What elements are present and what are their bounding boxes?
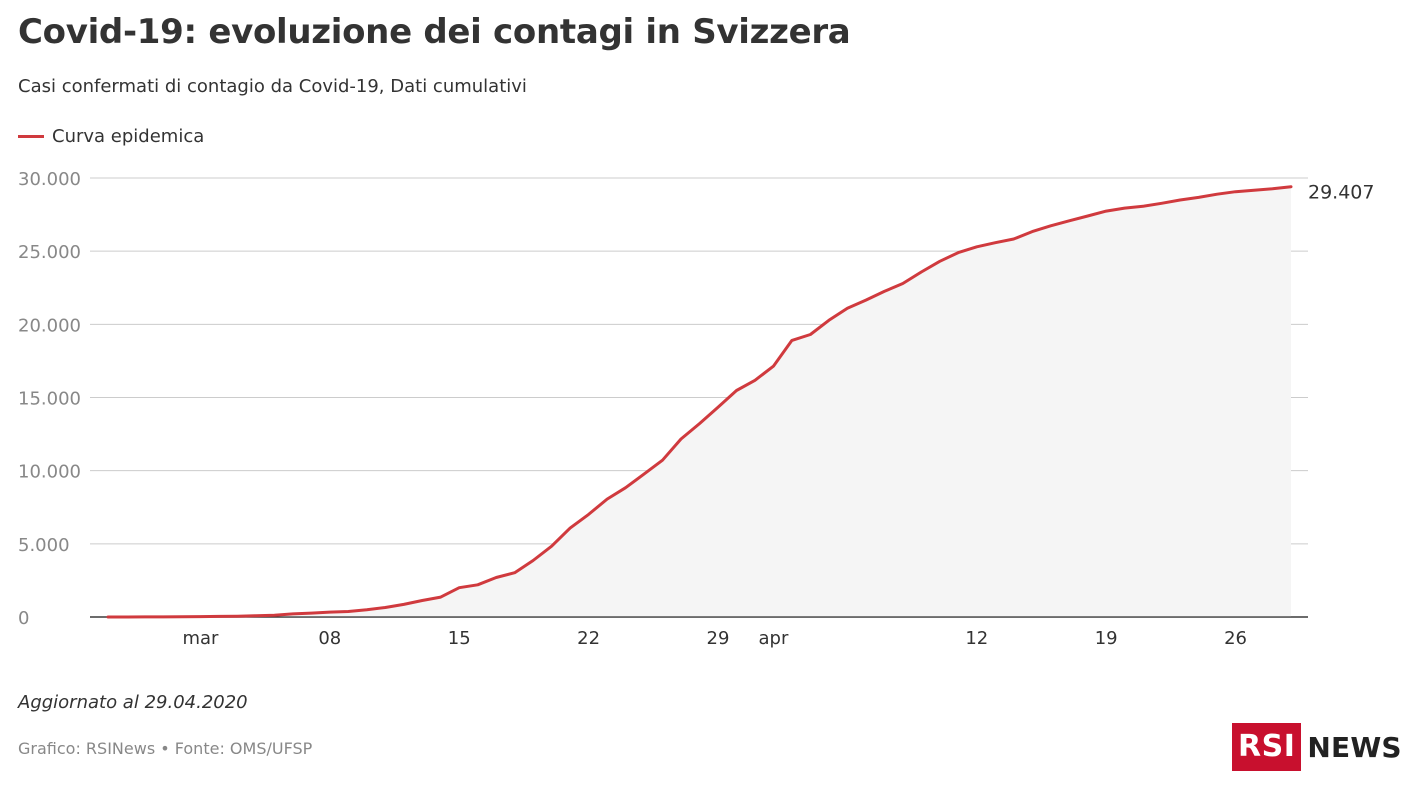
x-tick-label: 26 — [1224, 628, 1247, 649]
source-credit: Grafico: RSINews • Fonte: OMS/UFSP — [18, 739, 313, 758]
x-tick-label: 19 — [1095, 628, 1118, 649]
last-value-label: 29.407 — [1308, 182, 1374, 204]
y-tick-label: 0 — [18, 608, 29, 629]
x-tick-label: 08 — [318, 628, 341, 649]
x-tick-label: mar — [182, 628, 219, 649]
line-chart: 0 5.000 10.000 15.000 20.000 25.000 30.000 mar 0… — [18, 169, 1374, 649]
x-tick-label: 12 — [965, 628, 988, 649]
y-tick-label: 30.000 — [18, 169, 81, 190]
x-tick-label: 22 — [577, 628, 600, 649]
y-tick-label: 20.000 — [18, 315, 81, 336]
chart-subtitle: Casi confermati di contagio da Covid-19,… — [18, 76, 527, 97]
y-tick-label: 5.000 — [18, 535, 70, 556]
y-tick-label: 25.000 — [18, 242, 81, 263]
x-tick-label: apr — [759, 628, 789, 649]
x-tick-label: 29 — [707, 628, 730, 649]
y-tick-label: 10.000 — [18, 462, 81, 483]
x-tick-label: 15 — [448, 628, 471, 649]
chart-title: Covid-19: evoluzione dei contagi in Sviz… — [18, 12, 851, 52]
news-logo-text: NEWS — [1307, 730, 1402, 764]
area-fill — [108, 186, 1291, 617]
update-date: Aggiornato al 29.04.2020 — [18, 692, 248, 713]
rsi-logo-box: RSI — [1232, 723, 1302, 771]
rsi-news-logo: RSI NEWS — [1232, 723, 1402, 771]
legend-line-swatch — [18, 135, 44, 138]
legend-label: Curva epidemica — [52, 126, 205, 147]
chart-legend: Curva epidemica — [18, 126, 204, 147]
y-tick-label: 15.000 — [18, 389, 81, 410]
series-line-curva-epidemica — [106, 185, 1293, 619]
